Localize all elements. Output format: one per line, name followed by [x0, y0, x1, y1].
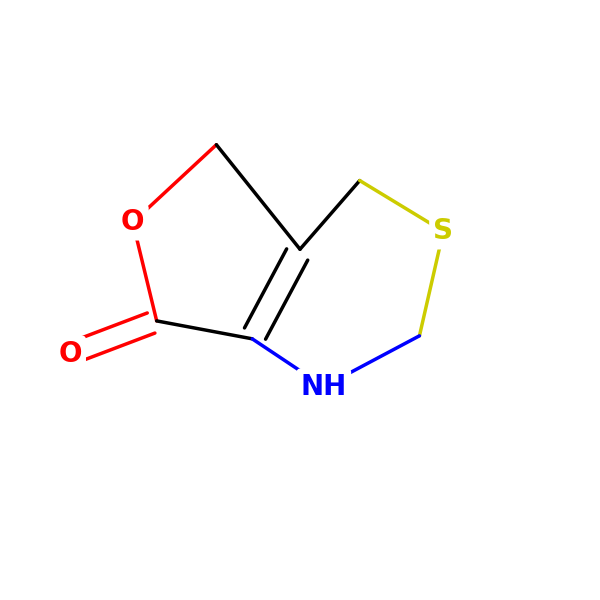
Text: S: S — [433, 217, 454, 245]
Text: NH: NH — [301, 373, 347, 401]
Text: O: O — [121, 208, 145, 236]
Text: O: O — [58, 340, 82, 368]
